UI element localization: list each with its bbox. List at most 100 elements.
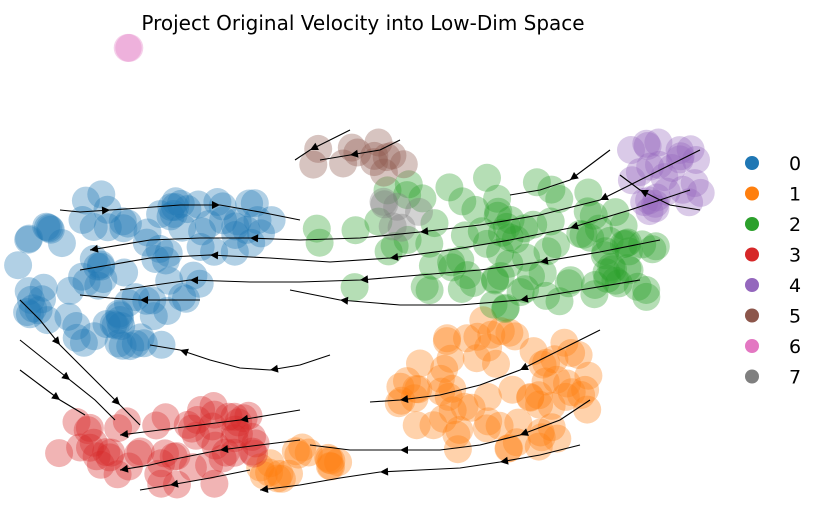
cell-point — [360, 148, 389, 177]
cell-point — [73, 416, 102, 445]
cell-point — [224, 419, 253, 448]
cell-point — [419, 411, 448, 440]
cell-point — [426, 364, 455, 393]
cell-point — [636, 152, 665, 181]
cell-point — [84, 271, 113, 300]
cell-point — [110, 258, 139, 287]
streamline-arrow — [111, 396, 120, 405]
cell-point — [437, 248, 466, 277]
cell-point — [101, 311, 130, 340]
cell-point — [199, 392, 228, 420]
cell-point — [580, 280, 609, 309]
cell-point — [394, 170, 423, 199]
cell-point — [54, 302, 83, 331]
cell-point — [511, 275, 540, 304]
cell-point — [650, 163, 679, 192]
cell-point — [369, 187, 398, 216]
streamline — [89, 149, 701, 251]
cell-point — [446, 246, 475, 274]
cell-point — [159, 442, 188, 471]
cell-point — [153, 297, 182, 325]
cell-point — [33, 306, 62, 335]
cell-point — [369, 158, 398, 187]
cell-point — [652, 177, 681, 206]
cell-point — [450, 221, 479, 250]
cell-point — [435, 173, 464, 202]
cell-point — [35, 214, 64, 243]
cell-point — [76, 433, 104, 462]
cell-point — [370, 190, 399, 219]
cell-point — [208, 444, 237, 473]
cell-point — [628, 230, 657, 259]
cell-point — [144, 459, 173, 488]
cell-point — [171, 284, 200, 313]
cell-point — [438, 396, 467, 425]
cell-point — [221, 415, 250, 444]
cell-point — [93, 213, 122, 242]
cell-point — [87, 250, 115, 279]
legend-label: 4 — [789, 275, 801, 297]
cell-point — [246, 453, 275, 482]
cell-point — [633, 132, 662, 160]
cell-point — [442, 420, 471, 449]
cell-point — [680, 169, 709, 198]
cell-point — [198, 412, 227, 441]
cell-point — [576, 223, 605, 252]
cell-point — [68, 206, 97, 234]
streamline-arrow — [140, 296, 148, 304]
cell-point — [632, 129, 661, 158]
streamline-arrow — [600, 192, 609, 200]
cell-point — [597, 252, 626, 281]
cell-point — [151, 403, 180, 432]
cell-point — [305, 228, 334, 257]
cell-point — [436, 344, 465, 373]
streamline-arrow — [210, 251, 219, 260]
legend-marker — [745, 156, 759, 170]
cell-point — [550, 328, 579, 357]
cell-point — [613, 254, 642, 283]
cell-point — [472, 414, 501, 443]
cell-point — [221, 212, 250, 241]
cell-point — [551, 382, 580, 411]
cell-point — [147, 449, 176, 478]
cell-point — [542, 230, 570, 259]
cell-point — [112, 407, 141, 436]
streamline-arrow — [400, 395, 409, 403]
cell-point — [109, 214, 138, 243]
cell-point — [168, 283, 197, 311]
cell-point — [531, 367, 560, 396]
cell-point — [545, 185, 574, 213]
streamline-arrow — [400, 446, 408, 454]
cell-point — [168, 213, 197, 242]
cell-point — [483, 184, 512, 213]
cell-point — [80, 322, 109, 351]
cell-point — [97, 438, 126, 467]
legend-label: 2 — [789, 214, 801, 236]
cell-point — [567, 381, 596, 409]
cell-point — [315, 452, 344, 481]
cell-point — [107, 312, 136, 341]
streamline-arrow — [51, 336, 60, 345]
cell-point — [126, 437, 155, 466]
cell-point — [477, 320, 506, 349]
cell-point — [448, 187, 477, 216]
cell-point — [491, 294, 520, 323]
cell-point — [450, 392, 479, 421]
cell-point — [528, 350, 557, 379]
cell-point — [387, 386, 416, 415]
cell-point — [19, 294, 48, 323]
cell-point — [481, 266, 510, 295]
streamline — [294, 129, 351, 161]
legend-label: 0 — [789, 153, 801, 175]
cell-point — [632, 282, 661, 311]
cell-point — [36, 215, 65, 244]
cell-point — [62, 408, 91, 436]
cell-point — [194, 210, 223, 239]
cell-point — [237, 228, 266, 257]
cell-point — [263, 464, 292, 493]
streamline-arrow — [120, 430, 129, 438]
cell-point — [642, 183, 671, 212]
streamline-arrow — [180, 348, 189, 357]
cell-point — [79, 213, 108, 241]
streamline-arrow — [360, 275, 369, 284]
